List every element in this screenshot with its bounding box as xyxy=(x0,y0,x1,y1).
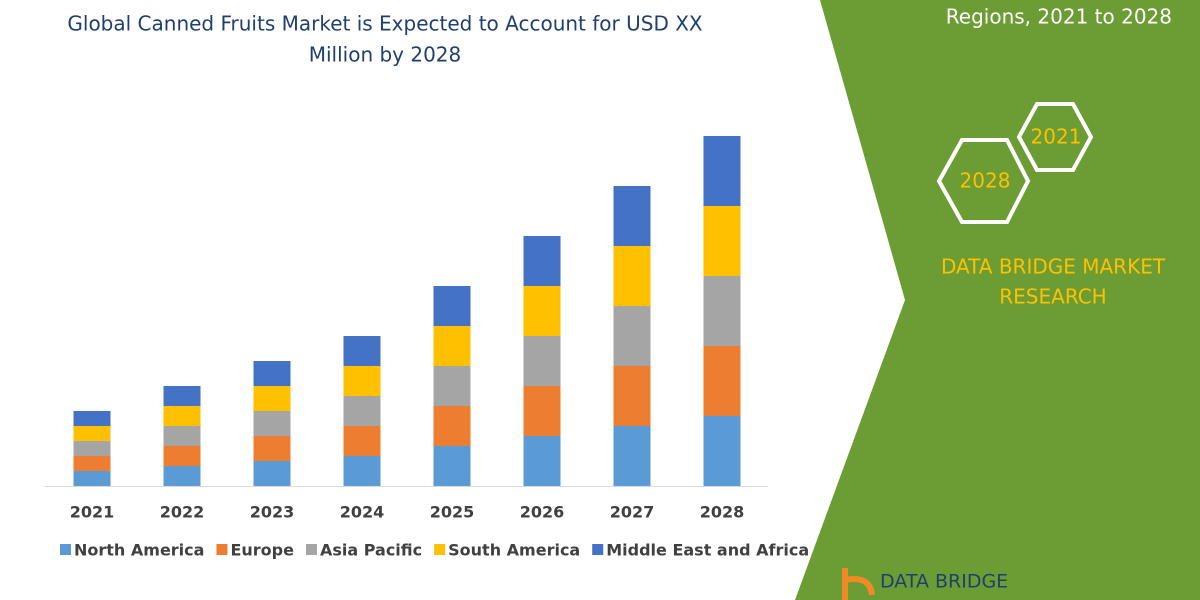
bar-segment xyxy=(163,386,201,406)
legend-swatch xyxy=(434,544,446,555)
bar-segment xyxy=(73,426,111,441)
x-tick-label: 2028 xyxy=(700,503,745,522)
bar-segment xyxy=(433,326,471,366)
bar-segment xyxy=(343,396,381,426)
bar-segment xyxy=(703,346,741,416)
x-tick-label: 2024 xyxy=(340,503,385,522)
legend-label: South America xyxy=(448,541,580,560)
legend-swatch xyxy=(216,544,228,555)
bar-segment xyxy=(523,336,561,386)
legend-label: Middle East and Africa xyxy=(606,541,809,560)
legend-label: Asia Pacific xyxy=(320,541,422,560)
bar-segment xyxy=(703,206,741,276)
bar-segment xyxy=(613,426,651,486)
bar-segment xyxy=(343,426,381,456)
bar-segment xyxy=(163,426,201,446)
bar-segment xyxy=(433,286,471,326)
legend-label: Europe xyxy=(230,541,294,560)
chart-title: Million by 2028 xyxy=(309,43,462,67)
bar-segment xyxy=(613,186,651,246)
bar-segment xyxy=(73,456,111,471)
x-tick-label: 2022 xyxy=(160,503,205,522)
chart-title: Global Canned Fruits Market is Expected … xyxy=(67,12,703,36)
bar-segment xyxy=(73,411,111,426)
bar-segment xyxy=(613,366,651,426)
panel-subtitle: Regions, 2021 to 2028 xyxy=(946,5,1172,29)
bar-segment xyxy=(703,276,741,346)
x-tick-label: 2023 xyxy=(250,503,295,522)
bar-segment xyxy=(523,286,561,336)
bar-segment xyxy=(703,136,741,206)
green-panel xyxy=(795,0,1200,600)
bar-segment xyxy=(253,411,291,436)
hexagon-label: 2028 xyxy=(960,169,1011,193)
bar-segment xyxy=(343,366,381,396)
bar-segment xyxy=(613,246,651,306)
bar-segment xyxy=(433,366,471,406)
bar-segment xyxy=(253,461,291,486)
bar-segment xyxy=(73,471,111,486)
x-tick-label: 2027 xyxy=(610,503,655,522)
bar-segment xyxy=(73,441,111,456)
x-tick-label: 2025 xyxy=(430,503,475,522)
bar-segment xyxy=(253,436,291,461)
x-tick-label: 2026 xyxy=(520,503,565,522)
bar-segment xyxy=(163,406,201,426)
logo-mark xyxy=(842,568,875,600)
legend-swatch xyxy=(305,544,317,555)
bar-segment xyxy=(163,446,201,466)
bar-segment xyxy=(433,446,471,486)
bar-segment xyxy=(613,306,651,366)
brand-text: DATA BRIDGE MARKET xyxy=(941,255,1166,279)
bar-segment xyxy=(343,336,381,366)
bar-segment xyxy=(523,386,561,436)
hexagon xyxy=(936,138,1031,224)
x-tick-label: 2021 xyxy=(70,503,115,522)
bar-segment xyxy=(703,416,741,486)
legend-swatch xyxy=(60,544,71,555)
hexagon-label: 2021 xyxy=(1031,125,1082,149)
bar-segment xyxy=(253,386,291,411)
bar-segment xyxy=(523,436,561,486)
legend-swatch xyxy=(592,544,604,555)
legend-label: North America xyxy=(74,541,204,560)
bar-segment xyxy=(523,236,561,286)
bar-segment xyxy=(343,456,381,486)
hexagon xyxy=(1016,102,1094,172)
brand-text: RESEARCH xyxy=(999,285,1106,309)
logo-text: DATA BRIDGE xyxy=(880,571,1008,593)
bar-segment xyxy=(163,466,201,486)
bar-segment xyxy=(433,406,471,446)
bar-segment xyxy=(253,361,291,386)
